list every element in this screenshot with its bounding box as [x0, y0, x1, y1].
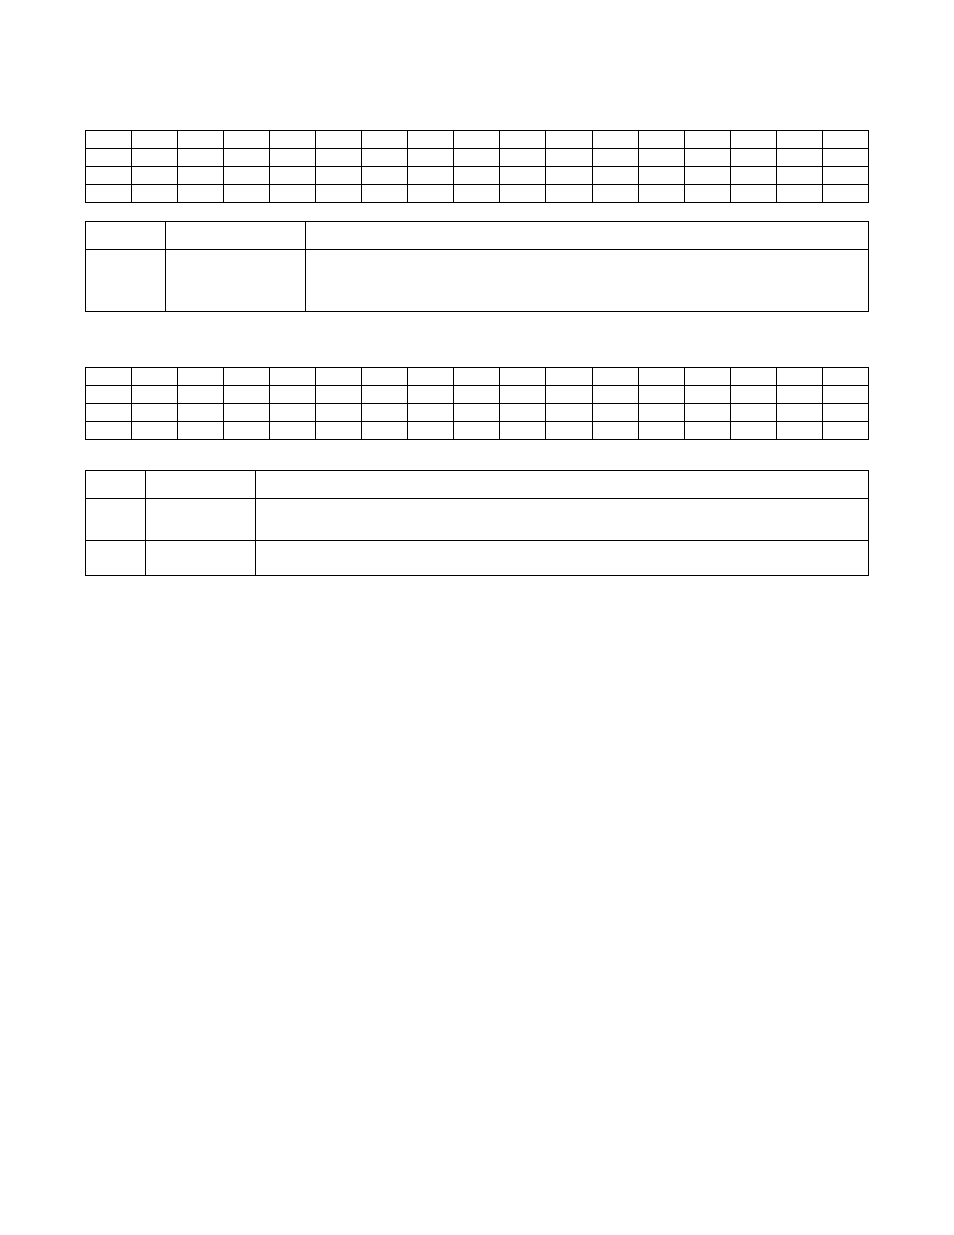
cell	[86, 471, 146, 499]
cell	[306, 222, 869, 250]
table-row	[86, 422, 869, 440]
table-row	[86, 368, 869, 386]
cell	[86, 541, 146, 576]
cell	[146, 541, 256, 576]
info-table-a	[85, 221, 869, 312]
table-row	[86, 471, 869, 499]
cell	[256, 541, 869, 576]
cell	[256, 471, 869, 499]
table-row	[86, 185, 869, 203]
grid-table-a	[85, 130, 869, 203]
grid-table-b	[85, 367, 869, 440]
cell	[146, 499, 256, 541]
cell	[166, 250, 306, 312]
table-row	[86, 131, 869, 149]
table-row	[86, 541, 869, 576]
cell	[86, 499, 146, 541]
table-row	[86, 386, 869, 404]
table-row	[86, 167, 869, 185]
cell	[146, 471, 256, 499]
table-row	[86, 250, 869, 312]
cell	[86, 222, 166, 250]
cell	[166, 222, 306, 250]
cell	[256, 499, 869, 541]
cell	[306, 250, 869, 312]
table-row	[86, 404, 869, 422]
table-row	[86, 149, 869, 167]
cell	[86, 250, 166, 312]
table-row	[86, 499, 869, 541]
info-table-b	[85, 470, 869, 576]
table-row	[86, 222, 869, 250]
